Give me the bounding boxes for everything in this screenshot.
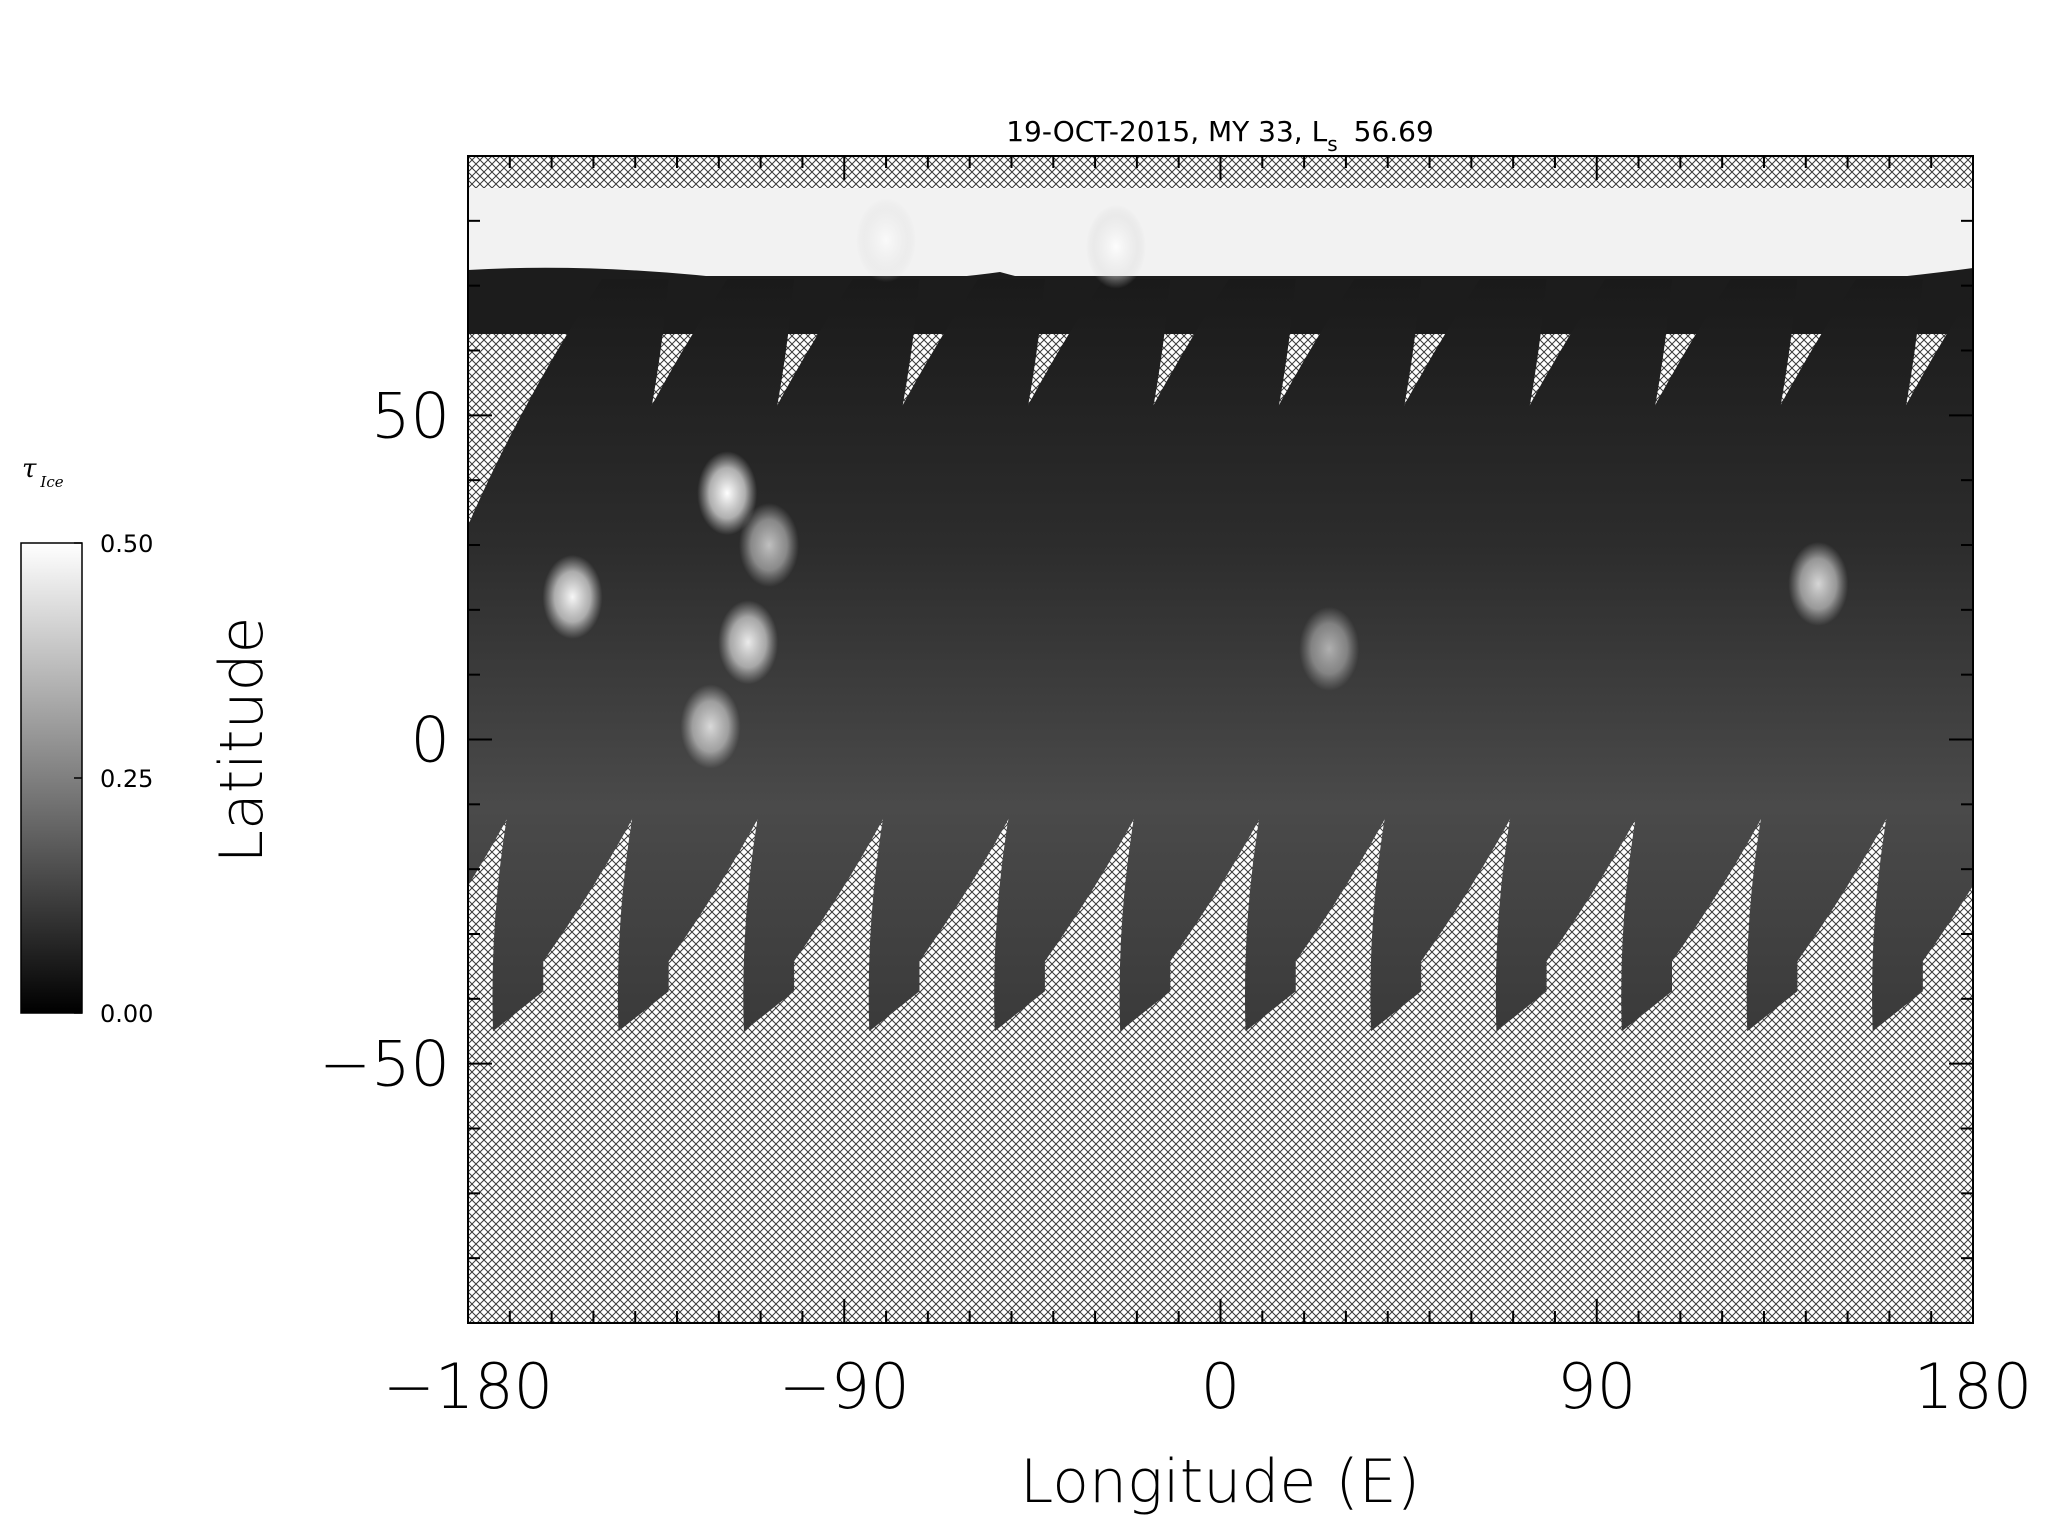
data-swath <box>1997 279 2048 1031</box>
y-tick-label: −50 <box>319 1028 450 1101</box>
ice-cloud <box>680 684 741 769</box>
swath-gap <box>1995 536 2005 592</box>
data-swath <box>1746 292 1973 1032</box>
polar-cap-edge <box>468 267 1973 296</box>
colorbar: τ Ice 0.00 0.25 0.50 <box>20 454 153 1028</box>
polar-cap-band <box>468 188 1973 276</box>
ice-cloud <box>739 503 799 587</box>
x-tick-label: −180 <box>383 1350 553 1423</box>
y-axis-label: Latitude <box>207 617 277 864</box>
ice-cloud <box>1299 606 1360 691</box>
x-tick-label: 0 <box>1201 1350 1240 1423</box>
axes: −180 −90 0 90 180 −50 0 50 <box>319 155 2032 1423</box>
cloud-layer <box>542 198 1849 769</box>
data-swath <box>1370 279 1672 1032</box>
ice-cloud <box>1085 204 1146 289</box>
data-swath <box>1244 279 1547 1032</box>
data-swath <box>1495 279 1798 1032</box>
data-swath <box>868 279 1171 1032</box>
ice-cloud <box>718 600 779 685</box>
x-tick-label: 90 <box>1557 1350 1636 1423</box>
colorbar-ticks: 0.00 0.25 0.50 <box>74 530 153 1028</box>
data-swath <box>743 279 1045 1032</box>
x-axis-label: Longitude (E) <box>1020 1447 1420 1517</box>
data-swath <box>994 279 1296 1032</box>
colorbar-tick-label: 0.50 <box>100 530 153 558</box>
ice-cloud <box>697 451 758 536</box>
y-tick-label: 0 <box>411 704 450 777</box>
colorbar-tick-label: 0.00 <box>100 1000 153 1028</box>
y-tick-label: 50 <box>371 379 450 452</box>
data-swath <box>1119 279 1422 1032</box>
data-swath <box>1872 525 1973 1032</box>
colorbar-gradient <box>20 542 83 1014</box>
ice-cloud <box>542 554 603 639</box>
chart-title: 19-OCT-2015, MY 33, Ls 56.69 <box>1006 115 1434 156</box>
x-tick-label: 180 <box>1914 1350 2032 1423</box>
ice-cloud <box>1788 541 1849 626</box>
x-tick-label: −90 <box>779 1350 910 1423</box>
plot-area <box>468 156 2048 1323</box>
colorbar-title: τ Ice <box>22 454 64 491</box>
data-swath <box>1621 279 1923 1032</box>
ice-cloud <box>856 198 917 283</box>
colorbar-tick-label: 0.25 <box>100 765 153 793</box>
